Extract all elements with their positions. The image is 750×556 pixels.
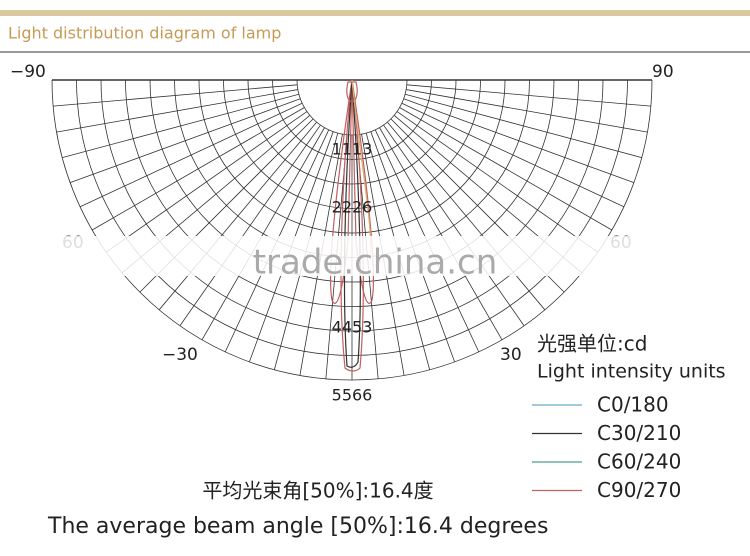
header-title: Light distribution diagram of lamp — [8, 24, 281, 43]
angle-label: −90 — [10, 62, 46, 82]
spoke — [403, 98, 635, 183]
ring-label: 1113 — [332, 140, 373, 159]
spoke — [396, 111, 598, 253]
angle-label: −30 — [162, 345, 198, 365]
spoke — [399, 107, 613, 231]
watermark-band — [50, 236, 650, 276]
spoke — [406, 84, 651, 107]
spoke — [387, 121, 546, 311]
spoke — [406, 89, 648, 133]
beam-angle-cn: 平均光束角[50%]:16.4度 — [202, 479, 433, 503]
curves — [330, 79, 374, 372]
beam-angle-en: The average beam angle [50%]:16.4 degree… — [47, 514, 548, 539]
legend-label: C30/210 — [597, 421, 681, 445]
polar-grid — [51, 79, 653, 381]
spoke — [106, 111, 308, 253]
ring-label: 5566 — [332, 386, 373, 405]
legend-label: C90/270 — [597, 478, 681, 502]
curve — [340, 79, 364, 372]
spoke — [383, 124, 525, 326]
angle-label: 30 — [500, 345, 522, 365]
spoke — [79, 102, 303, 208]
spoke — [91, 107, 305, 231]
curve — [330, 79, 374, 304]
spoke — [201, 127, 325, 341]
angle-label: 90 — [652, 62, 674, 82]
header-bar — [0, 10, 750, 16]
spoke — [158, 121, 317, 311]
spoke — [56, 89, 298, 133]
curve — [346, 81, 358, 103]
spoke — [405, 93, 642, 159]
legend: C0/180 C30/210 C60/240 C90/270 — [532, 393, 681, 502]
watermark: trade.china.cn — [253, 243, 498, 283]
legend-unit: 光强单位:cd — [537, 332, 647, 356]
spoke — [401, 102, 625, 208]
ring-label: 2226 — [332, 198, 373, 217]
legend-label: C0/180 — [597, 393, 669, 417]
spoke — [53, 84, 298, 107]
spoke — [62, 93, 299, 159]
ring-label: 4453 — [332, 318, 373, 337]
spoke — [179, 124, 321, 326]
legend-unit: Light intensity units — [537, 361, 726, 383]
spoke — [69, 98, 301, 183]
legend-label: C60/240 — [597, 450, 681, 474]
curve — [343, 79, 361, 368]
spoke — [379, 127, 503, 341]
